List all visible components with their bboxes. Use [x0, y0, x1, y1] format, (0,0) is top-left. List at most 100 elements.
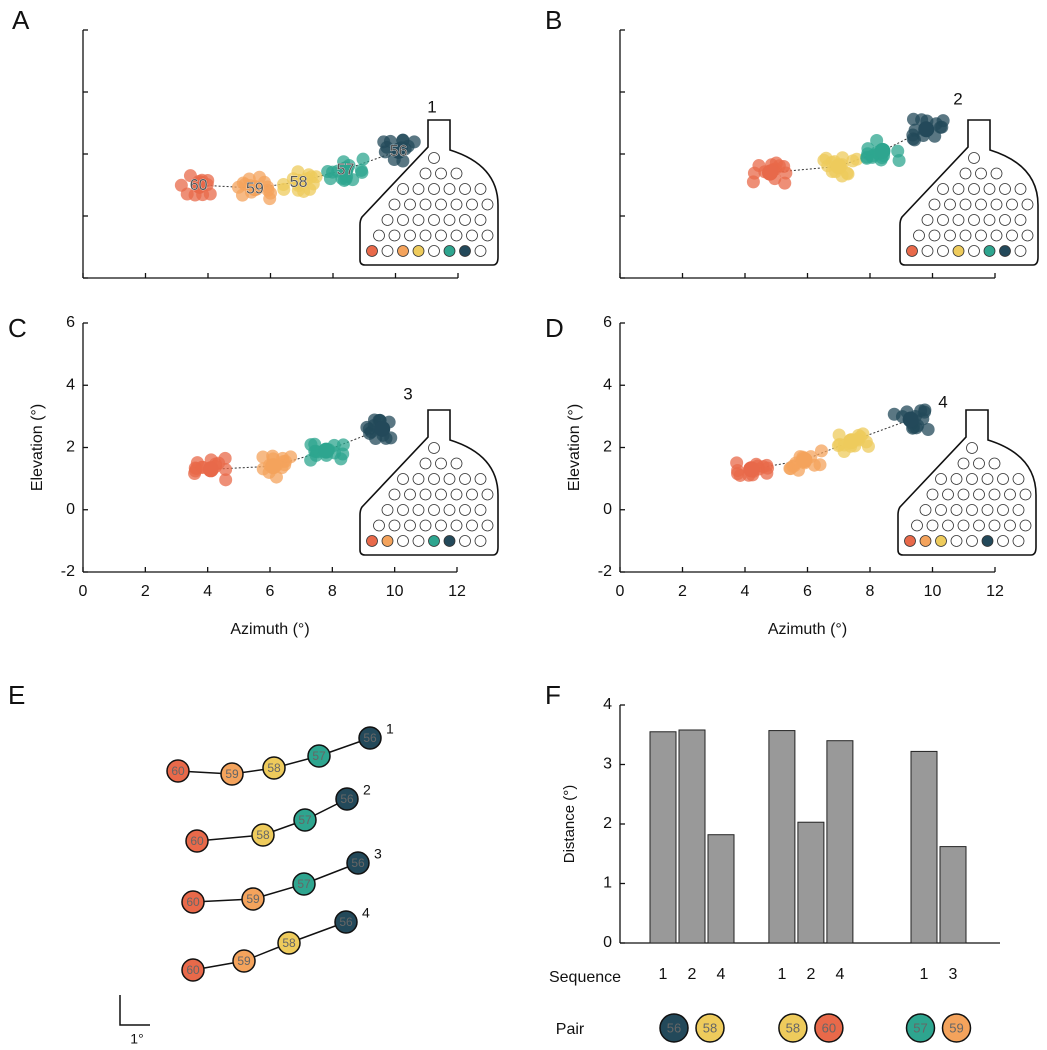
electrode: [397, 245, 409, 257]
node-label: 57: [297, 877, 311, 891]
electrode: [459, 535, 471, 547]
electrode: [966, 504, 978, 516]
electrode: [428, 152, 440, 164]
y-tick-label: 3: [603, 756, 612, 773]
electrode: [381, 535, 394, 547]
sequence-number: 4: [362, 905, 370, 921]
sequence-node: [166, 759, 190, 783]
trial-point: [383, 134, 397, 148]
y-tick-label: 4: [66, 376, 75, 393]
cluster-center: [902, 411, 919, 428]
electrode: [1014, 245, 1027, 257]
electrode: [397, 504, 409, 516]
electrode: [443, 214, 456, 226]
electrode-inset: [359, 119, 499, 266]
electrode: [428, 214, 440, 226]
electrode: [450, 488, 463, 501]
electrode: [921, 214, 934, 226]
y-tick-label: 1: [603, 875, 612, 892]
electrode: [381, 245, 394, 257]
trial-point: [846, 154, 860, 168]
sequence-number: 1: [386, 721, 394, 737]
y-tick-label: 0: [603, 501, 612, 518]
electrode: [937, 245, 949, 257]
trial-point: [219, 473, 233, 487]
electrode: [466, 229, 478, 242]
electrode: [474, 535, 487, 547]
y-axis-label: Distance (°): [561, 785, 578, 864]
pair-node: [659, 1013, 689, 1043]
trial-point: [321, 165, 335, 179]
electrode: [1019, 519, 1032, 532]
electrode: [388, 229, 401, 242]
electrode: [481, 229, 494, 242]
trial-point: [356, 152, 370, 166]
inset-outline: [359, 409, 499, 556]
node-label: 56: [340, 792, 354, 806]
electrode: [981, 535, 994, 547]
inset-label: 1: [427, 97, 436, 116]
trial-point: [731, 464, 745, 478]
electrode: [459, 473, 471, 485]
electrode: [412, 535, 425, 547]
cluster-center: [337, 161, 354, 178]
electrode: [1021, 229, 1034, 242]
electrode: [419, 229, 432, 242]
trial-point: [277, 182, 291, 196]
electrode: [419, 167, 432, 180]
trial-point: [256, 450, 270, 464]
electrode: [968, 183, 980, 195]
electrode: [981, 473, 994, 485]
electrode: [911, 519, 923, 532]
electrode: [1019, 488, 1032, 501]
trial-point: [918, 405, 932, 419]
bar: [797, 821, 825, 944]
y-tick-label: 4: [603, 376, 612, 393]
electrode: [443, 535, 456, 547]
electrode: [373, 229, 385, 242]
row-label: Sequence: [549, 969, 621, 986]
sequence-node: [251, 823, 275, 847]
x-tick-label: 6: [803, 583, 812, 600]
panel-letter: D: [545, 313, 564, 343]
sequence-node: [335, 787, 359, 811]
pair-label: 58: [703, 1020, 717, 1035]
electrode: [1014, 214, 1027, 226]
cluster-center: [202, 461, 219, 478]
inset-label: 4: [938, 392, 947, 411]
electrode: [968, 152, 980, 164]
electrode: [474, 504, 487, 516]
node-label: 56: [339, 915, 353, 929]
electrode: [952, 214, 965, 226]
cluster-center: [374, 420, 391, 437]
trial-point: [218, 451, 232, 465]
electrode: [1021, 198, 1034, 211]
electrode: [435, 488, 447, 501]
trial-point: [355, 165, 369, 179]
electrode: [935, 504, 947, 516]
cluster-center: [390, 142, 407, 159]
sequence-number: 3: [374, 846, 382, 862]
cluster-center: [246, 180, 263, 197]
electrode: [428, 245, 440, 257]
x-tick-label: 8: [866, 583, 875, 600]
electrode: [481, 488, 494, 501]
bar: [707, 834, 735, 944]
electrode: [926, 519, 939, 532]
electrode: [412, 473, 425, 485]
electrode: [952, 245, 965, 257]
sequence-node: [346, 851, 370, 875]
sequence-node: [262, 756, 286, 780]
trial-point: [263, 192, 277, 206]
electrode: [1014, 183, 1027, 195]
panel-letter: C: [8, 313, 27, 343]
inset-outline: [359, 119, 499, 266]
electrode: [366, 245, 378, 257]
y-tick-label: 6: [66, 314, 75, 331]
cluster-center: [918, 121, 935, 138]
cluster-center: [743, 461, 760, 478]
electrode: [990, 229, 1003, 242]
node-label: 60: [186, 895, 200, 909]
electrode: [404, 488, 416, 501]
electrode: [450, 519, 463, 532]
